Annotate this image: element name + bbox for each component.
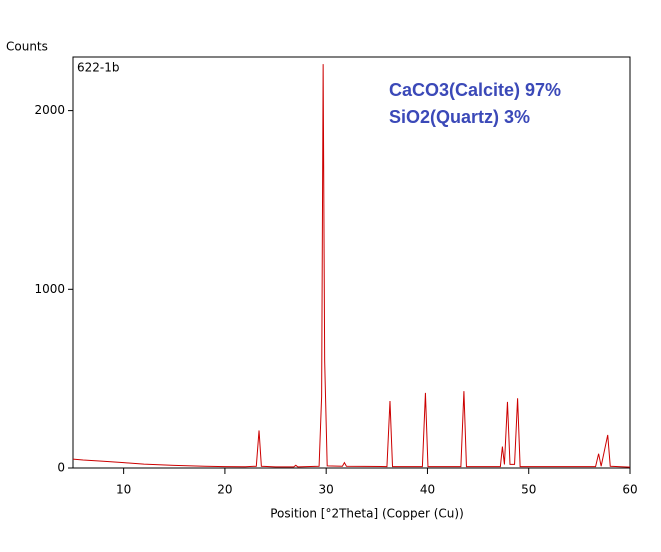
x-tick-label: 20 (217, 483, 232, 497)
annotation: SiO2(Quartz) 3% (389, 107, 530, 127)
y-tick-label: 1000 (34, 282, 65, 296)
x-tick-label: 60 (622, 483, 637, 497)
y-tick-label: 2000 (34, 103, 65, 117)
plot-frame (72, 56, 631, 469)
x-tick-label: 40 (420, 483, 435, 497)
x-tick-label: 50 (521, 483, 536, 497)
x-tick-label: 30 (319, 483, 334, 497)
sample-label: 622-1b (77, 61, 120, 75)
y-tick-label: 0 (57, 461, 65, 475)
x-tick-label: 10 (116, 483, 131, 497)
data-line (72, 64, 631, 468)
x-axis-title: Position [°2Theta] (Copper (Cu)) (270, 507, 464, 521)
y-axis-title: Counts (6, 40, 48, 54)
annotation: CaCO3(Calcite) 97% (389, 80, 561, 100)
